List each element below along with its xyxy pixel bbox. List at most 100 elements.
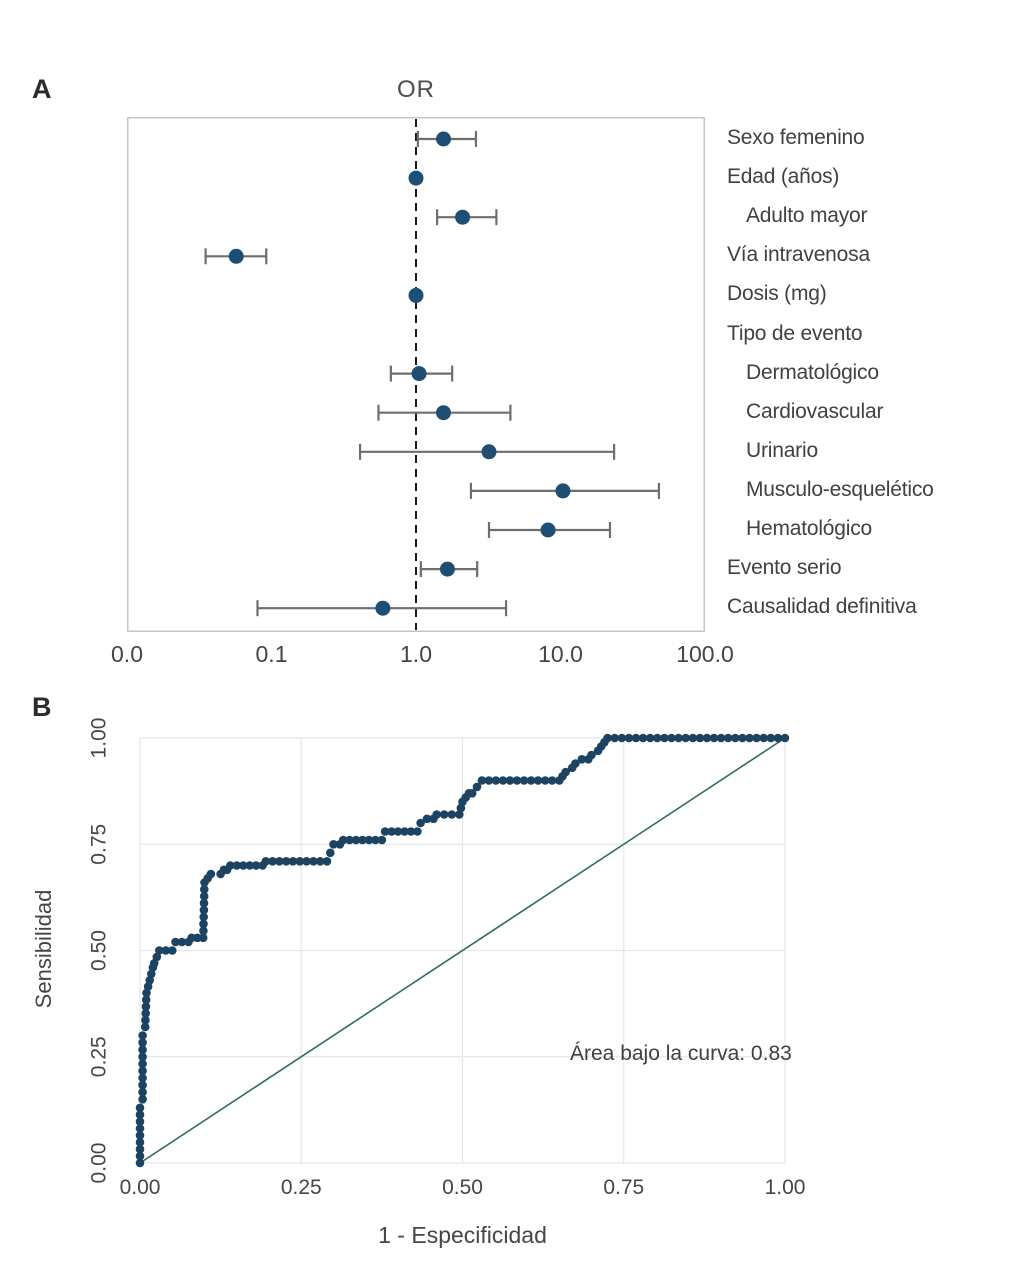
roc-x-tick-label: 0.00 bbox=[120, 1176, 161, 1199]
roc-point bbox=[199, 912, 208, 922]
roc-x-axis-title: 1 - Especificidad bbox=[378, 1222, 547, 1248]
roc-point bbox=[140, 1022, 150, 1032]
forest-row-label: Vía intravenosa bbox=[727, 243, 870, 267]
forest-x-tick-label: 0.0 bbox=[111, 641, 143, 667]
roc-point bbox=[380, 827, 390, 836]
roc-point bbox=[251, 861, 261, 870]
roc-point bbox=[540, 776, 550, 785]
roc-point bbox=[738, 733, 747, 743]
roc-point bbox=[200, 885, 209, 894]
roc-point bbox=[135, 1144, 145, 1154]
roc-point bbox=[199, 905, 209, 915]
roc-point bbox=[199, 892, 209, 901]
roc-point bbox=[338, 835, 348, 845]
roc-point bbox=[141, 995, 151, 1005]
forest-row-label: Evento serio bbox=[727, 556, 842, 580]
roc-point bbox=[168, 946, 177, 955]
forest-row-label: Tipo de evento bbox=[727, 321, 863, 345]
roc-point bbox=[723, 733, 733, 743]
forest-row-label: Edad (años) bbox=[727, 165, 840, 189]
roc-point bbox=[141, 1015, 150, 1025]
roc-point bbox=[709, 733, 719, 743]
roc-point bbox=[135, 1158, 145, 1168]
or-point bbox=[455, 209, 471, 225]
forest-row-label: Cardiovascular bbox=[746, 399, 884, 423]
roc-point bbox=[329, 840, 338, 849]
roc-point bbox=[364, 835, 374, 845]
roc-point bbox=[533, 776, 543, 785]
roc-point bbox=[322, 857, 332, 866]
forest-x-tick-label: 0.1 bbox=[255, 641, 288, 667]
roc-point bbox=[667, 733, 676, 743]
roc-point bbox=[135, 1124, 145, 1133]
roc-point bbox=[387, 827, 396, 836]
roc-point bbox=[206, 869, 216, 879]
or-point bbox=[408, 287, 424, 303]
roc-point bbox=[371, 835, 380, 845]
roc-point bbox=[135, 1131, 145, 1140]
roc-point bbox=[624, 733, 634, 743]
roc-point bbox=[780, 733, 790, 743]
roc-point bbox=[161, 946, 171, 955]
roc-point bbox=[631, 733, 641, 743]
or-point bbox=[481, 444, 497, 460]
roc-point bbox=[135, 1110, 145, 1119]
roc-point bbox=[138, 1052, 147, 1062]
roc-point bbox=[512, 776, 522, 785]
or-point bbox=[555, 483, 571, 499]
roc-point bbox=[400, 827, 409, 836]
roc-point bbox=[413, 827, 422, 836]
roc-point bbox=[345, 835, 354, 845]
roc-point bbox=[498, 776, 508, 785]
roc-point bbox=[268, 857, 277, 866]
roc-point bbox=[477, 776, 487, 785]
forest-row-label: Adulto mayor bbox=[746, 204, 868, 228]
roc-point bbox=[138, 1095, 147, 1104]
roc-point bbox=[472, 782, 482, 792]
roc-point bbox=[295, 857, 305, 866]
roc-point bbox=[467, 789, 477, 798]
roc-point bbox=[491, 776, 501, 785]
roc-point bbox=[199, 898, 209, 908]
roc-point bbox=[135, 1103, 145, 1113]
roc-x-tick-label: 0.25 bbox=[281, 1176, 322, 1199]
roc-point bbox=[141, 1002, 151, 1011]
roc-point bbox=[745, 733, 754, 743]
roc-point bbox=[138, 1031, 147, 1040]
forest-row-label: Urinario bbox=[746, 438, 818, 462]
roc-point bbox=[261, 857, 271, 866]
forest-x-tick-label: 10.0 bbox=[538, 641, 583, 667]
forest-row-label: Sexo femenino bbox=[727, 126, 865, 149]
forest-row-label: Dosis (mg) bbox=[727, 282, 827, 306]
or-point bbox=[228, 248, 244, 264]
roc-point bbox=[315, 857, 325, 866]
roc-point bbox=[695, 733, 705, 743]
roc-point bbox=[138, 1073, 147, 1083]
roc-point bbox=[358, 835, 367, 845]
roc-point bbox=[638, 733, 648, 743]
roc-point bbox=[302, 857, 311, 866]
roc-point bbox=[674, 733, 683, 743]
roc-point bbox=[439, 810, 449, 819]
roc-point bbox=[422, 814, 432, 824]
roc-point bbox=[275, 857, 284, 866]
roc-point bbox=[587, 750, 596, 760]
roc-point bbox=[245, 861, 254, 870]
roc-point bbox=[177, 937, 187, 947]
auc-annotation: Área bajo la curva: 0.83 bbox=[570, 1042, 792, 1065]
roc-point bbox=[731, 733, 740, 743]
roc-point bbox=[716, 733, 726, 743]
roc-point bbox=[138, 1059, 147, 1069]
roc-point bbox=[393, 827, 403, 836]
roc-point bbox=[141, 1009, 150, 1018]
roc-point bbox=[773, 733, 783, 743]
roc-point bbox=[610, 733, 619, 743]
forest-plot-border bbox=[127, 117, 705, 632]
diagonal-reference-line bbox=[139, 737, 786, 1164]
roc-point bbox=[309, 857, 318, 866]
roc-plot: 0.00 0.25 0.50 0.75 1.00 0.00 0.25 0.50 0.75 1.00 bbox=[87, 718, 805, 1199]
forest-plot bbox=[127, 117, 705, 632]
roc-point bbox=[199, 919, 208, 929]
panel-b-label: B bbox=[32, 692, 52, 722]
roc-point bbox=[759, 733, 768, 743]
